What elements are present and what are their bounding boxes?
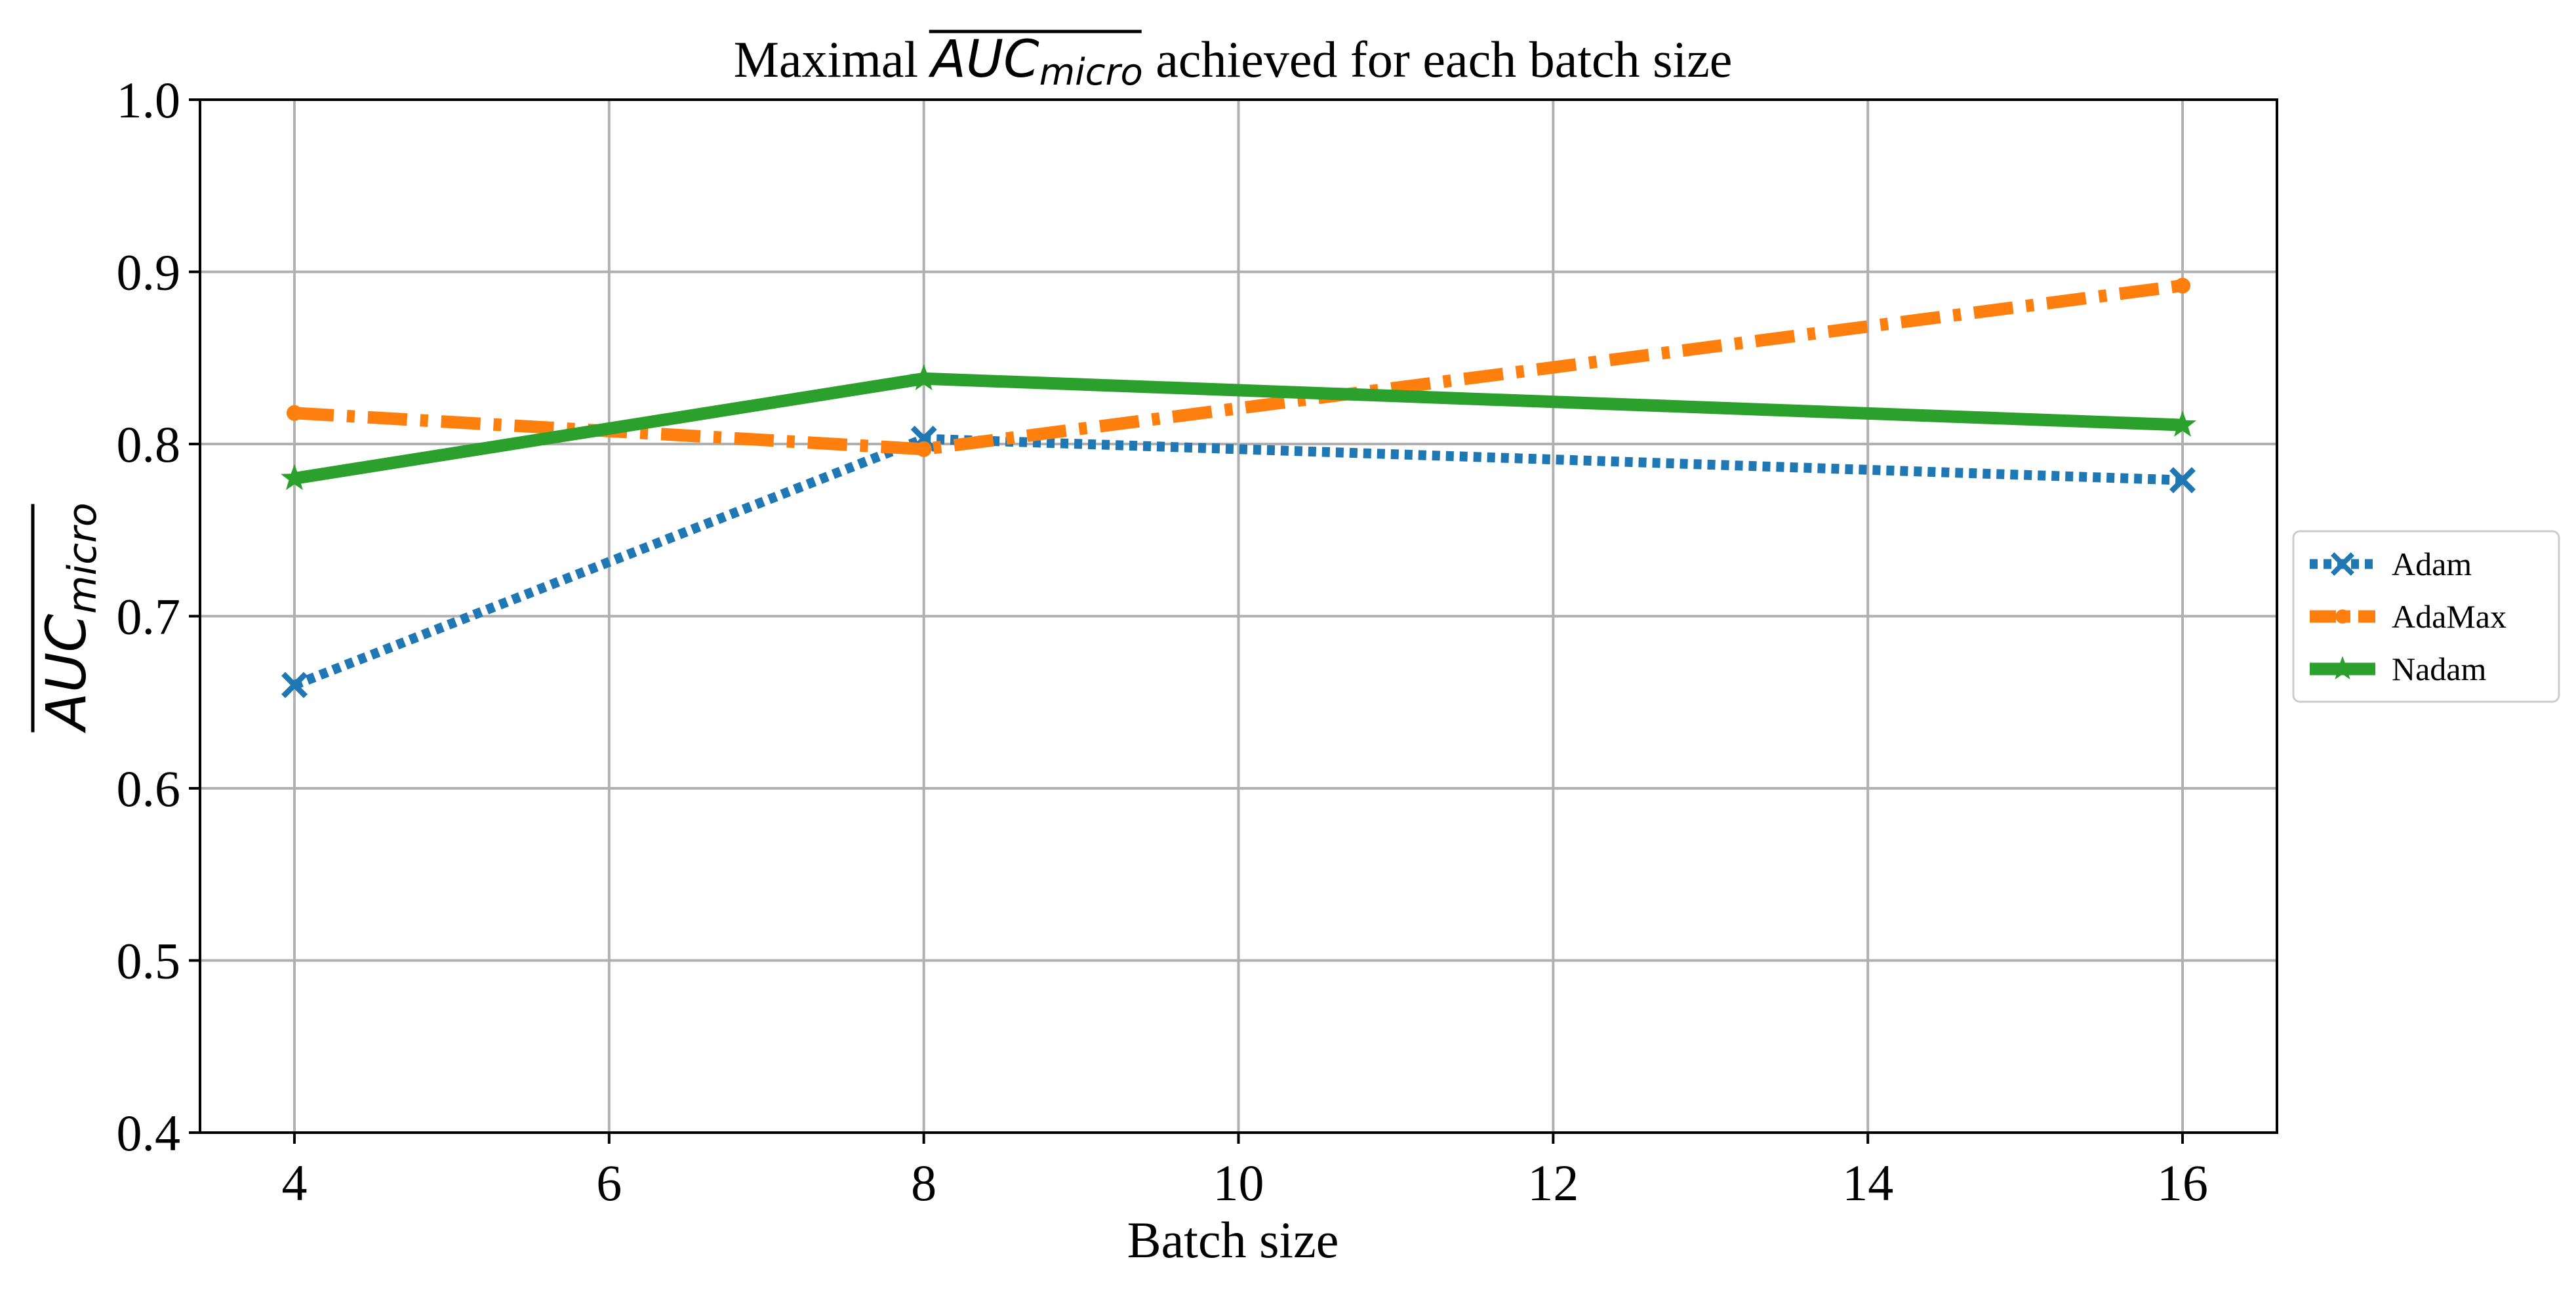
legend-label-nadam: Nadam (2392, 651, 2486, 687)
y-tick-label: 0.4 (117, 1104, 181, 1161)
data-point-nadam (910, 364, 938, 390)
data-point-adamax (286, 405, 302, 421)
svg-text:Maximal AUCmicro achieved for: Maximal AUCmicro achieved for each batch… (734, 30, 1733, 94)
legend-item-adamax: AdaMax (2310, 598, 2506, 635)
legend-label-adamax: AdaMax (2392, 598, 2506, 635)
legend: Adam AdaMax Nadam (2292, 530, 2560, 703)
series-group (281, 277, 2196, 698)
chart-title: Maximal AUCmicro achieved for each batch… (734, 30, 1733, 94)
y-tick-label: 0.6 (117, 760, 181, 817)
series-adamax (286, 277, 2191, 457)
x-axis: 4 6 8 10 12 14 16 (281, 1133, 2208, 1211)
data-point-adamax (2175, 277, 2191, 294)
y-tick-label: 0.5 (117, 933, 181, 990)
legend-item-nadam: Nadam (2310, 651, 2486, 687)
legend-box (2292, 530, 2560, 703)
y-axis-label-subscript: micro (60, 502, 106, 613)
title-suffix: achieved for each batch size (1143, 31, 1733, 88)
y-axis: 0.4 0.5 0.6 0.7 0.8 0.9 1.0 (117, 71, 200, 1161)
x-tick-label: 4 (281, 1154, 307, 1211)
svg-text:AUCmicro: AUCmicro (34, 502, 106, 733)
legend-marker-adamax (2335, 609, 2350, 624)
y-axis-label: AUCmicro (31, 502, 106, 734)
title-metric-subscript: micro (1039, 51, 1143, 94)
x-tick-label: 10 (1213, 1154, 1264, 1211)
y-tick-label: 0.9 (117, 244, 181, 301)
legend-marker-adam (2331, 552, 2354, 576)
y-axis-label-main: AUC (34, 614, 98, 734)
series-nadam (281, 364, 2196, 491)
title-prefix: Maximal (734, 31, 931, 88)
data-point-nadam (2169, 411, 2196, 437)
data-point-nadam (281, 464, 308, 491)
legend-marker-nadam (2330, 656, 2355, 679)
legend-item-adam: Adam (2310, 546, 2472, 582)
x-tick-label: 16 (2157, 1154, 2208, 1211)
x-tick-label: 6 (596, 1154, 622, 1211)
series-line-adamax (294, 279, 2184, 456)
data-point-adam (281, 672, 308, 698)
x-axis-label: Batch size (1127, 1211, 1339, 1268)
title-metric: AUC (928, 30, 1039, 89)
data-point-adamax (916, 441, 932, 457)
y-tick-label: 1.0 (117, 71, 181, 129)
x-tick-label: 8 (911, 1154, 936, 1211)
legend-label-adam: Adam (2392, 546, 2472, 582)
x-tick-label: 12 (1527, 1154, 1579, 1211)
x-tick-label: 14 (1842, 1154, 1893, 1211)
y-tick-label: 0.7 (117, 588, 181, 645)
y-tick-label: 0.8 (117, 416, 181, 473)
data-point-adam (2169, 467, 2196, 494)
